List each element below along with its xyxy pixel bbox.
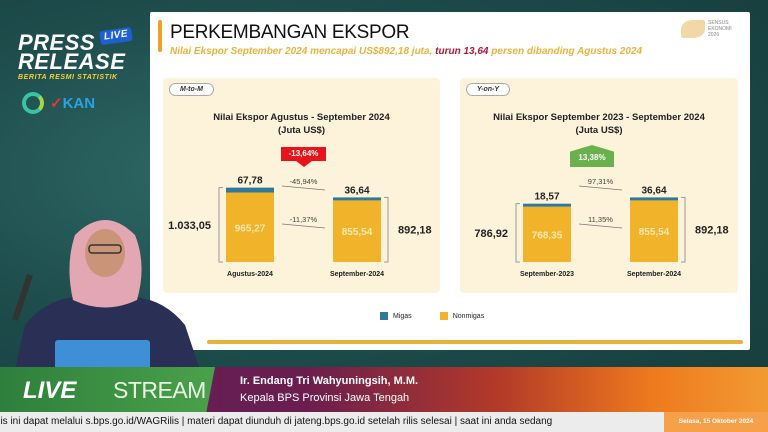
slide-title: PERKEMBANGAN EKSPOR (170, 22, 410, 43)
change-label: 11,35% (588, 215, 613, 224)
kan-text: KAN (62, 95, 96, 112)
speaker-name: Ir. Endang Tri Wahyuningsih, M.M. (240, 375, 419, 387)
news-ticker: ilis ini dapat melalui s.bps.go.id/WAGRi… (0, 412, 768, 432)
speaker-role: Kepala BPS Provinsi Jawa Tengah (240, 392, 410, 404)
logo-release: RELEASE (18, 49, 126, 74)
total-value: 892,18 (398, 225, 432, 237)
nonmigas-swatch (439, 312, 448, 320)
laptop (55, 340, 150, 367)
migas-bar (333, 197, 381, 201)
migas-value: 67,78 (237, 176, 262, 187)
circle-logo-icon (22, 92, 44, 114)
nonmigas-bar (630, 200, 678, 262)
live-label: LIVE (23, 377, 77, 404)
total-bracket (681, 196, 686, 263)
migas-value: 18,57 (534, 192, 559, 203)
kan-logo: ✓KAN (50, 95, 96, 112)
stacked-bar-chart: 768,35 18,57 September-2023 786,92 855,54 36,… (474, 177, 729, 278)
legend-label: Migas (393, 312, 412, 320)
slide-underline (207, 340, 743, 344)
category-label: September-2024 (330, 271, 384, 278)
legend-label: Nonmigas (452, 312, 485, 320)
total-bracket (218, 187, 223, 263)
migas-value: 36,64 (344, 185, 369, 196)
sensus-logo-text: SENSUS EKONOMI 2026 (708, 20, 732, 38)
slide-subtitle: Nilai Ekspor September 2024 mencapai US$… (170, 46, 642, 57)
legend-migas: Migas (380, 312, 412, 320)
nonmigas-bar (523, 206, 571, 262)
migas-bar (630, 197, 678, 201)
subtitle-part: Nilai Ekspor September 2024 mencapai US$… (170, 46, 436, 57)
change-label: 97,31% (588, 177, 614, 186)
nonmigas-bar (226, 192, 274, 262)
migas-swatch (380, 312, 388, 320)
legend: Migas Nonmigas (380, 312, 484, 320)
nonmigas-value: 965,27 (235, 223, 266, 234)
chart-unit: (Juta US$) (575, 125, 623, 136)
live-stream-box (0, 367, 215, 412)
presentation-slide: PERKEMBANGAN EKSPOR Nilai Ekspor Septemb… (150, 12, 750, 350)
nonmigas-value: 855,54 (639, 227, 670, 238)
press-release-logo: PRESS LIVE RELEASE BERITA RESMI STATISTI… (18, 26, 148, 83)
sensus-mark-icon (681, 20, 705, 38)
migas-value: 36,64 (641, 185, 666, 196)
chart-tag-1: Y-on-Y (466, 83, 511, 96)
total-bracket (515, 203, 520, 263)
legend-nonmigas: Nonmigas (439, 312, 485, 320)
change-badge: -13,64% (281, 147, 326, 167)
ticker-date: Selasa, 15 Oktober 2024 (664, 412, 768, 432)
category-label: September-2024 (627, 271, 681, 278)
change-label: -11,37% (290, 215, 318, 224)
change-arrow (578, 185, 623, 191)
mtom-panel: M-to-M Nilai Ekspor Agustus - September 2… (163, 78, 440, 293)
change-badge: 13,38% (570, 145, 614, 167)
stream-label: STREAM (113, 377, 206, 403)
stacked-bar-chart: 965,27 67,78 Agustus-2024 1.033,05 855,54 36,… (168, 176, 432, 278)
subtitle-part: persen dibanding Agustus 2024 (488, 46, 643, 57)
migas-bar (523, 203, 571, 207)
total-value: 892,18 (695, 225, 729, 237)
title-accent (158, 20, 162, 52)
nonmigas-value: 768,35 (532, 230, 563, 241)
category-label: September-2023 (520, 271, 574, 278)
sensus-ekonomi-logo: SENSUS EKONOMI 2026 (681, 20, 734, 38)
glasses-icon (88, 244, 122, 254)
change-arrow (578, 223, 623, 229)
chart-title: Nilai Ekspor Agustus - September 2024 (Ju… (163, 111, 440, 137)
change-label: -45,94% (290, 177, 318, 186)
total-bracket (384, 196, 389, 263)
change-arrow (281, 223, 326, 229)
logo-press: PRESS (18, 30, 96, 55)
live-stream-banner: LIVE STREAM Ir. Endang Tri Wahyuningsih,… (0, 367, 768, 412)
ticker-text: ilis ini dapat melalui s.bps.go.id/WAGRi… (0, 416, 553, 427)
nonmigas-bar (333, 200, 381, 262)
total-value: 786,92 (474, 228, 508, 240)
yony-panel: Y-on-Y Nilai Ekspor September 2023 - Sept… (460, 78, 738, 293)
migas-bar (226, 187, 274, 193)
chart-title: Nilai Ekspor September 2023 - September … (493, 112, 705, 123)
logo-subtitle: BERITA RESMI STATISTIK (18, 74, 118, 81)
nonmigas-value: 855,54 (342, 227, 373, 238)
chart-title: Nilai Ekspor September 2023 - September … (460, 111, 738, 137)
total-value: 1.033,05 (168, 220, 211, 232)
partner-logos: ✓KAN (22, 92, 95, 114)
category-label: Agustus-2024 (227, 271, 273, 278)
subtitle-highlight: turun 13,64 (435, 46, 489, 57)
change-arrow (281, 185, 326, 191)
chart-unit: (Juta US$) (278, 125, 325, 136)
chart-title: Nilai Ekspor Agustus - September 2024 (213, 112, 390, 123)
microphone-icon (12, 274, 33, 321)
chart-tag-0: M-to-M (169, 83, 214, 96)
